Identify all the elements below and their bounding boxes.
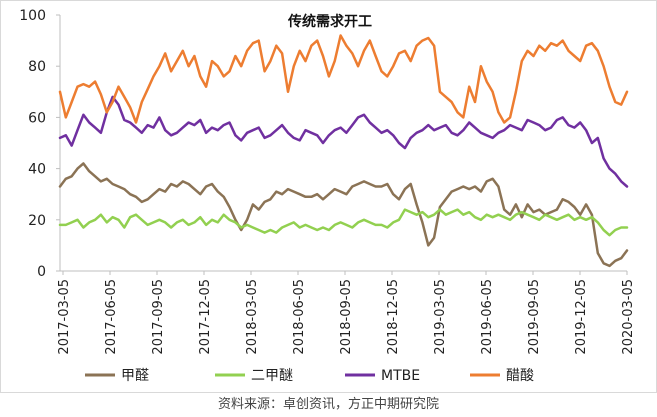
x-tick-label: 2018-06-05 [292,279,307,355]
legend: 甲醛 二甲醚 MTBE 醋酸 [85,368,534,384]
x-tick-label: 2019-03-05 [433,279,448,355]
series-line [58,34,629,124]
chart: 传统需求开工 0 20 40 60 80 100 2017-03-05 2017-06-05… [0,0,657,393]
x-tick-label: 2018-03-05 [245,279,260,355]
series-line [58,208,629,237]
x-tick-label: 2018-09-05 [339,279,354,355]
x-tick-label: 2019-12-05 [574,279,589,355]
series-layer [58,34,629,268]
x-tick-label: 2017-09-05 [151,279,166,355]
x-tick-label: 2019-06-05 [480,279,495,355]
series-line [58,95,629,188]
y-tick-label: 20 [28,213,46,229]
legend-label: MTBE [381,368,420,384]
x-tick-label: 2017-12-05 [198,279,213,355]
y-tick-label: 0 [37,264,46,280]
x-tick-label: 2020-03-05 [621,279,636,355]
y-tick-label: 40 [28,162,46,178]
legend-label: 二甲醚 [251,368,293,384]
y-axis: 0 20 40 60 80 100 [19,8,61,280]
x-tick-label: 2019-09-05 [527,279,542,355]
series-line [58,162,629,268]
x-tick-label: 2017-03-05 [57,279,72,355]
y-tick-label: 100 [19,8,46,24]
y-tick-label: 80 [28,59,46,75]
legend-label: 醋酸 [506,368,534,384]
source-note: 资料来源：卓创资讯，方正中期研究院 [217,397,439,412]
chart-title: 传统需求开工 [287,13,372,30]
y-tick-label: 60 [28,110,46,126]
chart-border [0,0,657,393]
x-tick-label: 2018-12-05 [386,279,401,355]
x-tick-label: 2017-06-05 [104,279,119,355]
x-axis: 2017-03-05 2017-06-05 2017-09-05 2017-12-05… [57,270,636,355]
legend-label: 甲醛 [121,368,149,384]
